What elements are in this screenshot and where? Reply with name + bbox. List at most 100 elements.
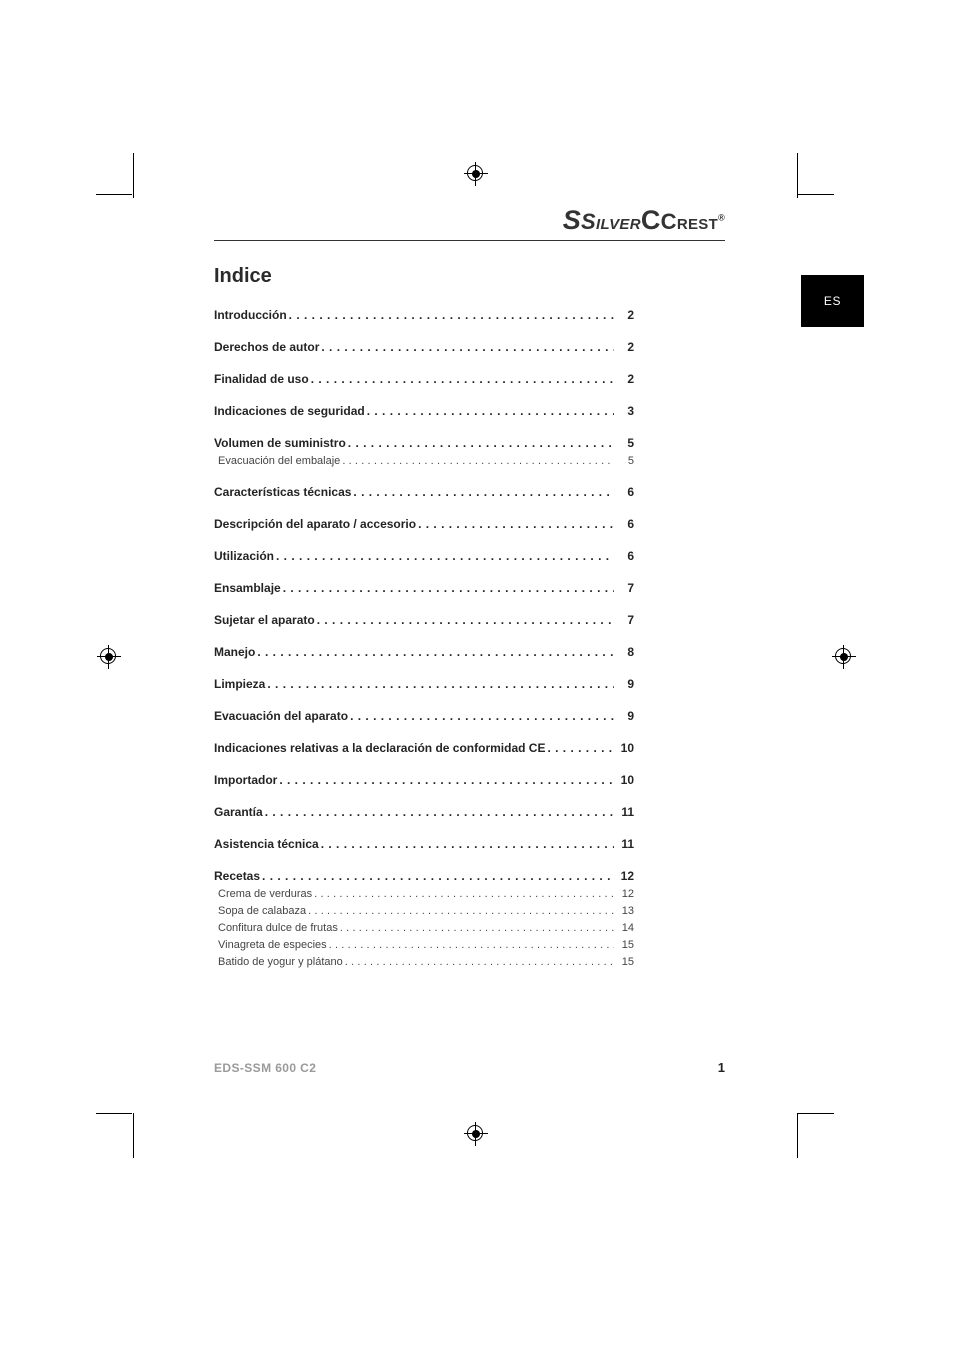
crop-mark xyxy=(96,194,132,195)
toc-entry-sub: Vinagreta de especies15 xyxy=(218,939,634,951)
toc-entry-page: 7 xyxy=(616,581,634,595)
toc-entry-page: 12 xyxy=(616,869,634,883)
registration-mark-icon xyxy=(835,648,851,664)
toc-entry-main: Finalidad de uso 2 xyxy=(214,372,634,386)
toc-entry-main: Volumen de suministro 5 xyxy=(214,436,634,450)
toc-entry-main: Importador 10 xyxy=(214,773,634,787)
toc-entry-page: 6 xyxy=(616,517,634,531)
toc-entry-main: Indicaciones relativas a la declaración … xyxy=(214,741,634,755)
toc-entry-page: 2 xyxy=(616,340,634,354)
toc-entry-page: 9 xyxy=(616,709,634,723)
toc-entry-main: Manejo 8 xyxy=(214,645,634,659)
toc-entry-main: Evacuación del aparato9 xyxy=(214,709,634,723)
toc-entry-label: Sopa de calabaza xyxy=(218,905,306,917)
toc-leader-dots xyxy=(311,372,614,386)
page-footer: EDS-SSM 600 C2 1 xyxy=(214,1060,725,1075)
toc-entry-label: Batido de yogur y plátano xyxy=(218,956,343,968)
toc-entry-page: 7 xyxy=(616,613,634,627)
toc-entry-page: 13 xyxy=(616,905,634,917)
toc-entry-label: Garantía xyxy=(214,805,263,819)
toc-entry-page: 8 xyxy=(616,645,634,659)
manual-page: SSilverCCrest® ES Indice Introducción2De… xyxy=(134,195,797,1113)
registration-mark-icon xyxy=(467,1125,483,1141)
toc-entry-label: Indicaciones relativas a la declaración … xyxy=(214,741,545,755)
toc-entry-label: Características técnicas xyxy=(214,485,351,499)
toc-entry-label: Vinagreta de especies xyxy=(218,939,327,951)
toc-entry-label: Sujetar el aparato xyxy=(214,613,315,627)
toc-entry-label: Limpieza xyxy=(214,677,265,691)
toc-leader-dots xyxy=(276,549,614,563)
toc-entry-label: Asistencia técnica xyxy=(214,837,319,851)
toc-entry-label: Indicaciones de seguridad xyxy=(214,404,365,418)
toc-entry-main: Indicaciones de seguridad 3 xyxy=(214,404,634,418)
toc-entry-page: 10 xyxy=(616,773,634,787)
toc-entry-main: Recetas 12 xyxy=(214,869,634,883)
toc-leader-dots xyxy=(547,741,614,755)
toc-leader-dots xyxy=(279,773,614,787)
toc-entry-page: 3 xyxy=(616,404,634,418)
toc-entry-label: Derechos de autor xyxy=(214,340,319,354)
table-of-contents: Introducción2Derechos de autor2Finalidad… xyxy=(214,308,634,968)
toc-leader-dots xyxy=(418,517,614,531)
toc-entry-main: Asistencia técnica 11 xyxy=(214,837,634,851)
toc-entry-page: 12 xyxy=(616,888,634,900)
toc-entry-page: 9 xyxy=(616,677,634,691)
toc-leader-dots xyxy=(262,869,614,883)
crop-mark xyxy=(798,1113,834,1114)
toc-entry-sub: Batido de yogur y plátano 15 xyxy=(218,956,634,968)
toc-leader-dots xyxy=(340,922,614,934)
brand-name-suffix: Crest xyxy=(661,209,718,234)
toc-entry-label: Finalidad de uso xyxy=(214,372,309,386)
toc-entry-label: Introducción xyxy=(214,308,287,322)
toc-entry-page: 11 xyxy=(616,805,634,819)
toc-entry-main: Derechos de autor 2 xyxy=(214,340,634,354)
page-title: Indice xyxy=(214,265,725,288)
toc-entry-label: Importador xyxy=(214,773,277,787)
toc-entry-page: 5 xyxy=(616,455,634,467)
toc-entry-label: Confitura dulce de frutas xyxy=(218,922,338,934)
toc-entry-label: Descripción del aparato / accesorio xyxy=(214,517,416,531)
toc-entry-sub: Crema de verduras12 xyxy=(218,888,634,900)
toc-entry-label: Manejo xyxy=(214,645,255,659)
toc-entry-page: 15 xyxy=(616,956,634,968)
language-code: ES xyxy=(824,294,841,308)
toc-leader-dots xyxy=(321,340,614,354)
toc-entry-label: Ensamblaje xyxy=(214,581,281,595)
toc-leader-dots xyxy=(317,613,614,627)
toc-entry-label: Recetas xyxy=(214,869,260,883)
toc-leader-dots xyxy=(314,888,614,900)
brand-logo: SSilverCCrest® xyxy=(214,205,725,236)
toc-entry-sub: Confitura dulce de frutas14 xyxy=(218,922,634,934)
toc-entry-page: 2 xyxy=(616,372,634,386)
toc-leader-dots xyxy=(283,581,614,595)
crop-mark xyxy=(133,1113,134,1158)
toc-entry-main: Garantía 11 xyxy=(214,805,634,819)
toc-entry-label: Evacuación del embalaje xyxy=(218,455,340,467)
crop-mark xyxy=(798,194,834,195)
toc-leader-dots xyxy=(353,485,614,499)
toc-entry-sub: Sopa de calabaza 13 xyxy=(218,905,634,917)
toc-leader-dots xyxy=(289,308,614,322)
toc-entry-page: 5 xyxy=(616,436,634,450)
toc-leader-dots xyxy=(367,404,614,418)
language-tab: ES xyxy=(801,275,864,327)
toc-entry-page: 11 xyxy=(616,837,634,851)
toc-leader-dots xyxy=(350,709,614,723)
toc-leader-dots xyxy=(265,805,614,819)
registered-icon: ® xyxy=(718,213,725,223)
toc-entry-main: Descripción del aparato / accesorio 6 xyxy=(214,517,634,531)
toc-entry-page: 10 xyxy=(616,741,634,755)
page-number: 1 xyxy=(718,1060,725,1075)
toc-entry-main: Utilización6 xyxy=(214,549,634,563)
crop-mark xyxy=(133,153,134,198)
toc-entry-main: Ensamblaje 7 xyxy=(214,581,634,595)
toc-entry-label: Utilización xyxy=(214,549,274,563)
toc-entry-page: 2 xyxy=(616,308,634,322)
registration-mark-icon xyxy=(467,165,483,181)
toc-entry-main: Sujetar el aparato 7 xyxy=(214,613,634,627)
model-number: EDS-SSM 600 C2 xyxy=(214,1061,316,1075)
toc-entry-main: Limpieza 9 xyxy=(214,677,634,691)
divider xyxy=(214,240,725,241)
toc-entry-label: Volumen de suministro xyxy=(214,436,346,450)
toc-leader-dots xyxy=(267,677,614,691)
